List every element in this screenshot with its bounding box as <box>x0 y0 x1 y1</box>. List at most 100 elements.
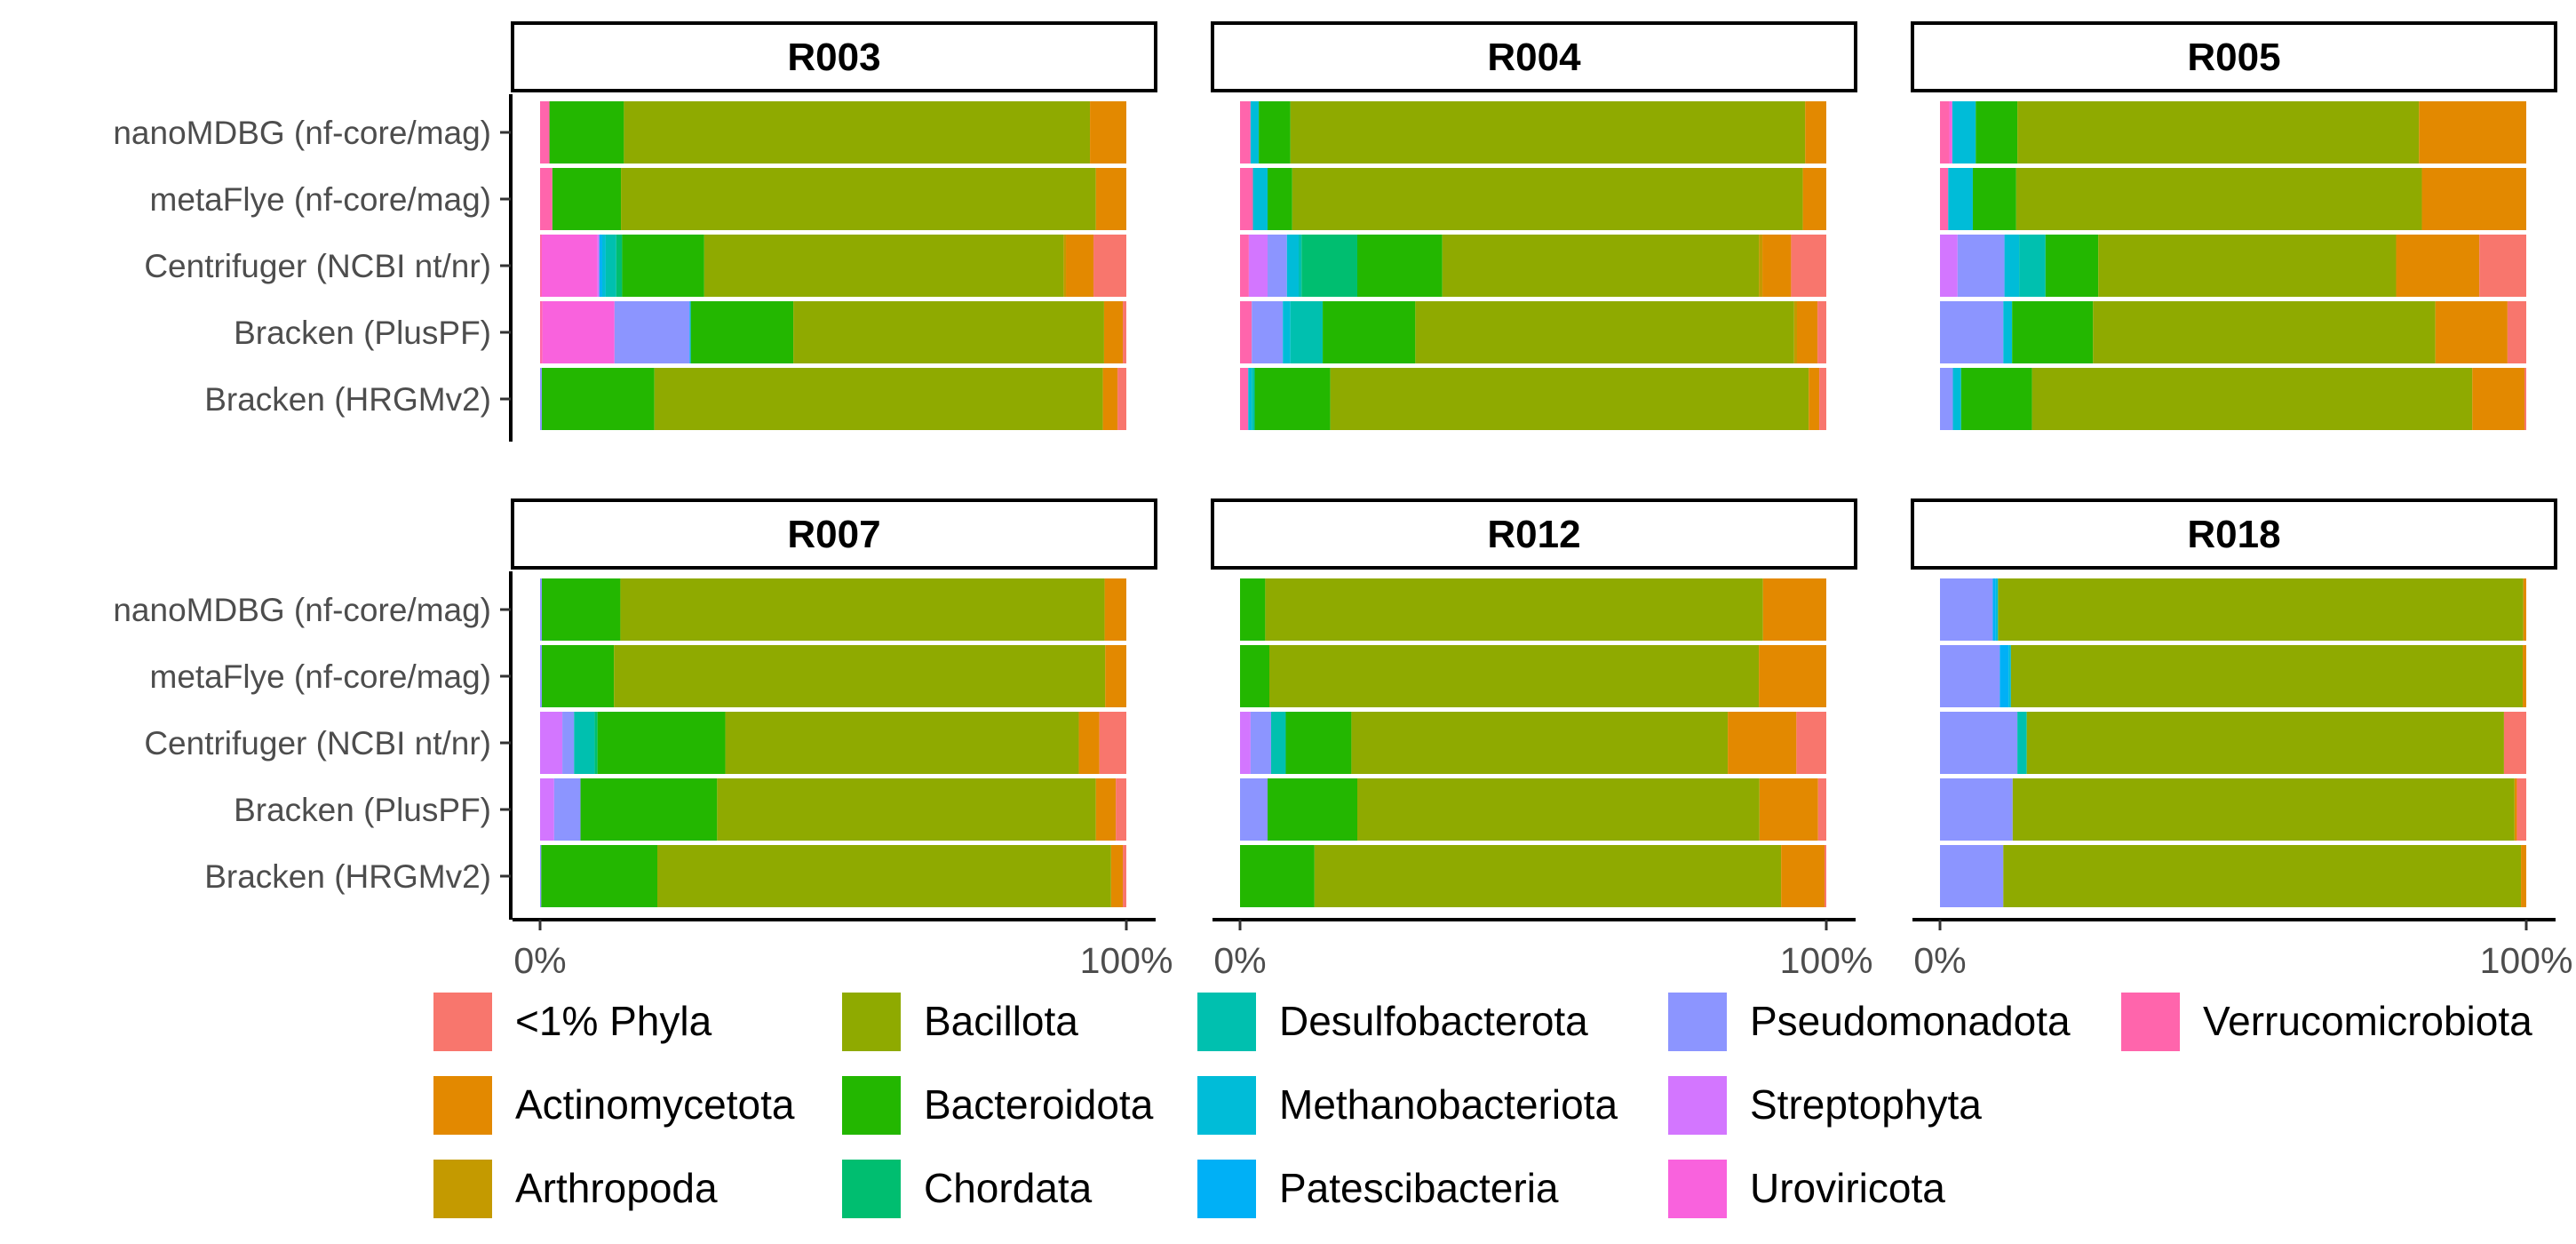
bar-segment-methanobacteriota <box>1283 301 1291 363</box>
bar-segment-bacillota <box>620 578 1105 641</box>
legend-item-1-phyla: <1% Phyla <box>433 993 712 1051</box>
legend-swatch <box>433 1160 492 1218</box>
legend-swatch <box>1197 993 1256 1051</box>
bar-segment-verrucomicrobiota <box>1240 235 1249 297</box>
bar-segment-bacillota <box>1314 845 1782 907</box>
bar-segment-bacteroidota <box>541 645 615 707</box>
bar-segment-actinomycetota <box>1066 235 1094 297</box>
bar-segment-1-phyla <box>1123 845 1126 907</box>
bar-segment-actinomycetota <box>1105 645 1126 707</box>
facet-panel-r004: R004 <box>1211 21 1857 430</box>
bar-segment-bacteroidota <box>541 845 657 907</box>
bar-segment-1-phyla <box>1796 712 1826 774</box>
bar-segment-methanobacteriota <box>2003 301 2013 363</box>
bar-segment-pseudomonadota <box>1940 778 2013 841</box>
bar-segment-bacteroidota <box>541 578 621 641</box>
bar-segment-pseudomonadota <box>1940 368 1953 430</box>
legend-label: Uroviricota <box>1750 1165 1945 1211</box>
bar-segment-actinomycetota <box>1090 101 1126 163</box>
bar-segment-pseudomonadota <box>1940 712 2018 774</box>
bar-segment-bacteroidota <box>1254 368 1331 430</box>
legend-item-arthropoda: Arthropoda <box>433 1160 718 1218</box>
bar-segment-chordata <box>1301 235 1357 297</box>
bar-segment-actinomycetota <box>1095 168 1126 230</box>
bar-segment-methanobacteriota <box>601 235 606 297</box>
bar-segment-bacillota <box>657 845 1111 907</box>
bar-segment-actinomycetota <box>2421 168 2526 230</box>
bar-segment-bacillota <box>624 101 1091 163</box>
legend-swatch <box>1197 1076 1256 1135</box>
legend-label: Verrucomicrobiota <box>2203 998 2532 1044</box>
bar-segment-pseudomonadota <box>1268 235 1287 297</box>
bar-segment-bacteroidota <box>1240 578 1266 641</box>
bar-segment-methanobacteriota <box>1250 101 1260 163</box>
legend-swatch <box>1197 1160 1256 1218</box>
facet-strip-r018 <box>1911 498 2557 570</box>
bar-segment-pseudomonadota <box>1940 845 2004 907</box>
bar-segment-bacillota <box>2093 301 2436 363</box>
x-tick-label: 0% <box>1213 940 1266 981</box>
bar-segment-actinomycetota <box>1759 778 1818 841</box>
facet-strip-r004 <box>1211 21 1857 92</box>
bar-segment-streptophyta <box>540 778 554 841</box>
bar-segment-actinomycetota <box>1797 301 1818 363</box>
legend-label: Desulfobacterota <box>1279 998 1588 1044</box>
legend-swatch <box>1668 1160 1727 1218</box>
bar-segment-chordata <box>616 235 623 297</box>
bar-segment-uroviricota <box>541 235 598 297</box>
bar-segment-desulfobacterota <box>605 235 616 297</box>
legend-item-bacteroidota: Bacteroidota <box>842 1076 1154 1135</box>
bar-segment-bacteroidota <box>622 235 704 297</box>
bar-segment-verrucomicrobiota <box>1240 301 1252 363</box>
bar-segment-uroviricota <box>1949 101 1952 163</box>
legend-label: Patescibacteria <box>1279 1165 1559 1211</box>
legend-swatch <box>1668 1076 1727 1135</box>
legend-item-uroviricota: Uroviricota <box>1668 1160 1945 1218</box>
bar-segment-pseudomonadota <box>1940 578 1993 641</box>
bar-segment-bacteroidota <box>1268 778 1357 841</box>
legend-item-streptophyta: Streptophyta <box>1668 1076 1982 1135</box>
bar-segment-bacteroidota <box>1268 168 1292 230</box>
bar-segment-1-phyla <box>2503 712 2526 774</box>
bar-segment-verrucomicrobiota <box>1240 168 1253 230</box>
bar-segment-verrucomicrobiota <box>540 101 550 163</box>
bar-segment-streptophyta <box>1240 712 1251 774</box>
legend-swatch <box>842 993 901 1051</box>
bar-segment-bacteroidota <box>2045 235 2099 297</box>
bar-segment-bacillota <box>725 712 1079 774</box>
bar-segment-methanobacteriota <box>1248 368 1252 430</box>
bar-segment-streptophyta <box>1248 235 1268 297</box>
legend-swatch <box>842 1076 901 1135</box>
facet-panel-r012: R012 0% 100% <box>1211 498 1872 981</box>
bar-segment-bacteroidota <box>1972 168 2016 230</box>
legend-label: Streptophyta <box>1750 1081 1982 1128</box>
bar-segment-bacteroidota <box>1976 101 2018 163</box>
bar-segment-pseudomonadota <box>562 712 575 774</box>
bar-segment-actinomycetota <box>1762 578 1826 641</box>
bar-segment-actinomycetota <box>2435 301 2508 363</box>
bar-segment-bacteroidota <box>1259 101 1291 163</box>
bar-segment-bacillota <box>1330 368 1809 430</box>
legend-label: <1% Phyla <box>515 998 712 1044</box>
y-tick-label: nanoMDBG (nf-core/mag) <box>113 592 491 628</box>
bar-segment-arthropoda <box>1793 301 1797 363</box>
bar-segment-desulfobacterota <box>1270 712 1286 774</box>
legend-label: Actinomycetota <box>515 1081 795 1128</box>
bar-segment-bacteroidota <box>1960 368 2032 430</box>
bar-segment-desulfobacterota <box>2017 712 2027 774</box>
bar-segment-verrucomicrobiota <box>540 168 553 230</box>
facet-strip-r012 <box>1211 498 1857 570</box>
x-tick-label: 100% <box>2480 940 2573 981</box>
bar-segment-1-phyla <box>1819 368 1826 430</box>
facet-title: R012 <box>1487 513 1580 556</box>
bar-segment-bacteroidota <box>2012 301 2094 363</box>
legend-label: Bacillota <box>924 998 1078 1044</box>
legend-item-pseudomonadota: Pseudomonadota <box>1668 993 2071 1051</box>
bar-segment-actinomycetota <box>1728 712 1797 774</box>
bar-segment-actinomycetota <box>2419 101 2526 163</box>
bar-segment-actinomycetota <box>1104 578 1126 641</box>
bar-segment-bacteroidota <box>1323 301 1416 363</box>
bar-segment-bacillota <box>2098 235 2397 297</box>
bar-segment-bacillota <box>614 645 1106 707</box>
bar-segment-bacillota <box>2017 101 2420 163</box>
